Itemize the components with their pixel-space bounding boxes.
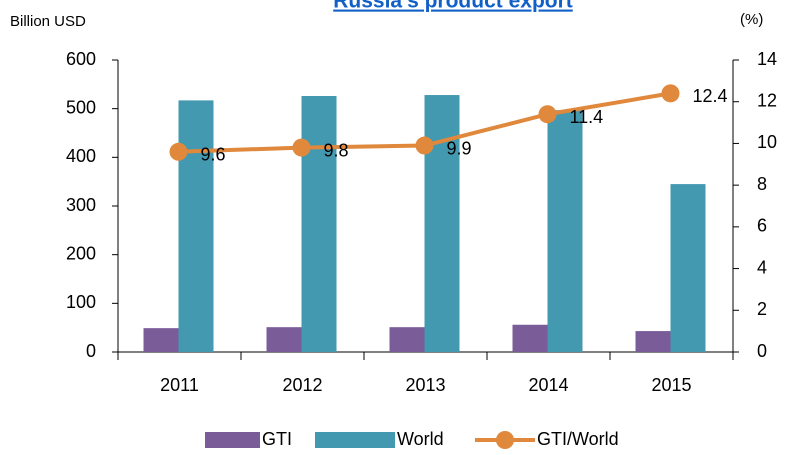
bar bbox=[635, 331, 671, 352]
x-tick-label: 2015 bbox=[651, 375, 691, 395]
chart-title: Russia's product export bbox=[333, 0, 573, 13]
line-marker bbox=[661, 84, 680, 103]
y-tick-label: 500 bbox=[66, 97, 96, 117]
y-tick-label: 0 bbox=[86, 341, 96, 361]
y2-tick-label: 8 bbox=[757, 174, 767, 194]
legend-marker bbox=[496, 431, 514, 449]
y-tick-label: 300 bbox=[66, 195, 96, 215]
line-marker bbox=[415, 136, 434, 155]
bar bbox=[178, 100, 214, 352]
data-label: 9.6 bbox=[201, 145, 226, 165]
y2-tick-label: 14 bbox=[757, 49, 777, 69]
y-tick-label: 200 bbox=[66, 243, 96, 263]
line-marker bbox=[538, 105, 557, 124]
y-tick-label: 100 bbox=[66, 292, 96, 312]
x-tick-label: 2011 bbox=[160, 375, 199, 395]
y2-tick-label: 0 bbox=[757, 341, 767, 361]
y-axis-label: Billion USD bbox=[10, 13, 86, 30]
x-tick-label: 2013 bbox=[405, 375, 445, 395]
bar bbox=[389, 327, 425, 352]
y-tick-label: 600 bbox=[66, 49, 96, 69]
bar bbox=[670, 184, 706, 352]
bar bbox=[266, 327, 302, 352]
bar bbox=[424, 95, 460, 352]
y2-tick-label: 6 bbox=[757, 216, 767, 236]
x-tick-label: 2012 bbox=[282, 375, 322, 395]
y-tick-label: 400 bbox=[66, 146, 96, 166]
y2-axis-label: (%) bbox=[740, 11, 763, 28]
legend-swatch bbox=[315, 432, 395, 448]
bar bbox=[301, 96, 337, 352]
x-tick-label: 2014 bbox=[528, 375, 568, 395]
line-marker bbox=[292, 138, 311, 157]
data-label: 12.4 bbox=[693, 86, 728, 106]
y2-tick-label: 2 bbox=[757, 299, 767, 319]
bar bbox=[143, 328, 179, 352]
legend-label: GTI/World bbox=[537, 429, 619, 449]
legend-swatch bbox=[205, 432, 260, 448]
legend-label: World bbox=[397, 429, 444, 449]
line-marker bbox=[169, 142, 188, 161]
y2-tick-label: 10 bbox=[757, 132, 777, 152]
data-label: 9.8 bbox=[324, 140, 349, 160]
y2-tick-label: 4 bbox=[757, 257, 767, 277]
y2-tick-label: 12 bbox=[757, 90, 777, 110]
data-label: 11.4 bbox=[570, 107, 604, 127]
data-label: 9.9 bbox=[447, 138, 472, 158]
bar bbox=[512, 324, 548, 352]
bar bbox=[547, 110, 583, 352]
legend-label: GTI bbox=[262, 429, 292, 449]
